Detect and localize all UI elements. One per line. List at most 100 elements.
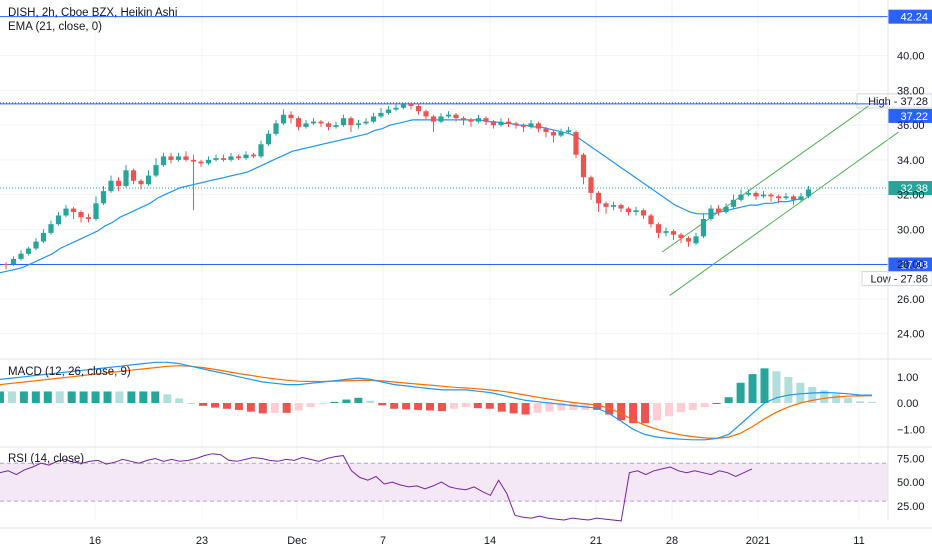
- candle-body: [40, 232, 47, 242]
- candle-body: [250, 154, 257, 157]
- macd-tick-label: 0.00: [897, 398, 918, 410]
- macd-bar: [43, 391, 52, 403]
- candle-body: [25, 248, 32, 254]
- macd-bar: [211, 403, 220, 408]
- macd-bar: [55, 391, 64, 403]
- candle-body: [708, 208, 714, 219]
- candle-body: [528, 123, 534, 127]
- candle-body: [535, 123, 542, 129]
- date-tick-label: 21: [590, 535, 602, 547]
- macd-bar: [103, 391, 112, 403]
- price-tick-label: 24.00: [897, 329, 925, 341]
- candle-body: [400, 104, 407, 108]
- candle-body: [10, 258, 17, 265]
- candle-body: [333, 125, 339, 127]
- candle-body: [123, 170, 129, 186]
- chart-title: DISH, 2h, Cboe BZX, Heikin Ashi: [8, 7, 177, 19]
- candle-body: [678, 234, 684, 239]
- candle-body: [618, 205, 624, 209]
- candle-body: [393, 107, 399, 110]
- macd-bar: [461, 403, 470, 408]
- candle-body: [3, 264, 9, 266]
- macd-bar: [402, 403, 411, 410]
- candle-body: [100, 191, 107, 204]
- macd-bar: [414, 403, 423, 410]
- candle-body: [513, 123, 519, 126]
- candle-body: [693, 236, 699, 244]
- candle-body: [370, 116, 377, 122]
- price-levels: 42.24 High - 37.28 37.22 32.38 27.98 Low - 27…: [0, 9, 932, 287]
- rsi-line: [0, 453, 753, 522]
- macd-bar: [652, 403, 661, 421]
- candle-body: [445, 114, 452, 117]
- candle-body: [273, 123, 279, 134]
- candle-body: [573, 132, 579, 155]
- macd-bar: [366, 400, 375, 403]
- macd-bar: [67, 391, 76, 403]
- price-tick-label: 30.00: [897, 224, 925, 236]
- macd-bar: [700, 403, 709, 408]
- candle-body: [483, 118, 489, 122]
- candle-body: [280, 114, 287, 124]
- candle-body: [175, 156, 182, 160]
- candle-body: [588, 177, 594, 193]
- macd-bar: [354, 397, 363, 403]
- macd-bar: [390, 403, 399, 409]
- macd-bar: [772, 371, 781, 403]
- macd-bar: [748, 374, 757, 403]
- candle-body: [355, 123, 362, 126]
- candle-body: [363, 121, 369, 124]
- ema-line: [0, 119, 803, 274]
- candle-body: [63, 208, 69, 216]
- macd-bar: [736, 382, 745, 403]
- candle-body: [633, 210, 639, 213]
- macd-bar: [19, 391, 28, 403]
- rsi-band: [0, 462, 888, 502]
- candle-body: [648, 215, 654, 225]
- candle-body: [453, 114, 459, 119]
- macd-bar: [187, 403, 196, 404]
- candle-body: [340, 118, 347, 126]
- candle-body: [235, 156, 242, 159]
- candle-body: [655, 224, 662, 233]
- candle-body: [543, 128, 549, 133]
- macd-histogram: [0, 368, 876, 424]
- trend-channel[interactable]: [661, 105, 899, 296]
- candle-body: [78, 212, 84, 218]
- candle-body: [168, 156, 174, 160]
- candle-body: [723, 206, 729, 213]
- candle-body: [700, 218, 707, 237]
- candle-body: [475, 118, 482, 122]
- candle-body: [160, 156, 167, 166]
- candle-body: [468, 119, 474, 122]
- price-tick-label: 32.00: [897, 190, 925, 202]
- price-tick-label: 38.00: [897, 85, 925, 97]
- candle-body: [730, 199, 737, 207]
- price-tick-label: 28.00: [897, 259, 925, 271]
- date-tick-label: Dec: [287, 535, 307, 547]
- macd-path: [0, 361, 872, 441]
- macd-bar: [569, 403, 578, 410]
- level-badge: [888, 257, 932, 272]
- axis-labels: 16 23 Dec 7 14 21 28 2021 11 24.00 26.00 28.00 30.00…: [89, 51, 925, 547]
- candle-body: [663, 231, 669, 233]
- macd-bar: [294, 403, 303, 411]
- candle-body: [198, 161, 204, 164]
- candle-body: [558, 132, 564, 136]
- macd-bar: [688, 403, 697, 410]
- level-label: 37.22: [900, 111, 928, 123]
- macd-bar: [856, 401, 865, 403]
- candle-body: [385, 109, 392, 113]
- candle-body: [753, 192, 759, 197]
- macd-bar: [473, 403, 482, 409]
- macd-bar: [437, 403, 446, 412]
- macd-bar: [868, 401, 876, 403]
- macd-bar: [557, 403, 566, 411]
- macd-bar: [509, 403, 518, 414]
- candle-body: [303, 123, 309, 127]
- candle-body: [610, 205, 617, 207]
- candle-body: [520, 125, 527, 127]
- price-tick-label: 26.00: [897, 294, 925, 306]
- macd-bar: [760, 368, 769, 403]
